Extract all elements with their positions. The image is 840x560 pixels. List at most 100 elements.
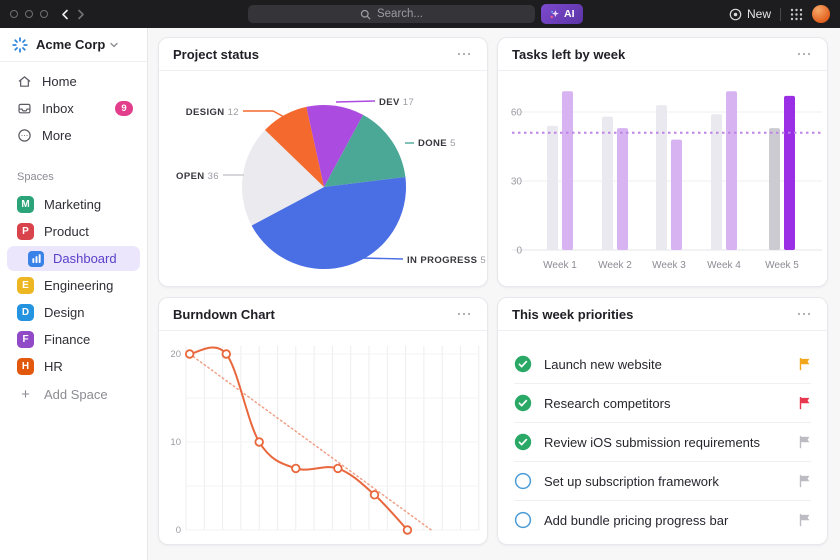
- sidebar-space-label: Engineering: [44, 278, 114, 293]
- x-tick-label: Week 3: [652, 260, 686, 271]
- x-tick-label: Week 4: [707, 260, 741, 271]
- priority-flag-icon[interactable]: [798, 435, 811, 449]
- priority-item-review-ios-submission-requirements[interactable]: Review iOS submission requirements: [514, 423, 811, 462]
- data-point-marker[interactable]: [402, 525, 413, 535]
- priority-flag-icon[interactable]: [798, 357, 811, 371]
- card-menu-button[interactable]: [795, 310, 814, 319]
- data-point-marker[interactable]: [184, 349, 195, 359]
- inbox-badge: 9: [115, 101, 133, 116]
- sidebar-item-home[interactable]: Home: [0, 68, 147, 95]
- bar-week-4-previous-week[interactable]: [711, 114, 722, 250]
- workspace-switcher[interactable]: Acme Corp: [0, 28, 147, 62]
- unchecked-circle-icon[interactable]: [514, 472, 532, 490]
- sidebar-space-product[interactable]: P Product: [0, 218, 147, 245]
- card-title: Project status: [173, 46, 259, 62]
- bar-week-4-current-week[interactable]: [726, 91, 737, 250]
- priority-list: Launch new website Research competitors Re…: [498, 331, 827, 539]
- topbar-divider: [780, 7, 781, 21]
- checked-circle-icon[interactable]: [514, 394, 532, 412]
- sidebar-item-inbox[interactable]: Inbox 9: [0, 95, 147, 122]
- pie-slice-dev[interactable]: [306, 104, 364, 187]
- sidebar-space-engineering[interactable]: E Engineering: [0, 272, 147, 299]
- checked-circle-icon[interactable]: [514, 433, 532, 451]
- priority-flag-icon[interactable]: [798, 474, 811, 488]
- search-input[interactable]: Search...: [248, 5, 535, 23]
- sidebar-item-more[interactable]: More: [0, 122, 147, 149]
- inbox-icon: [18, 103, 31, 114]
- data-point-marker[interactable]: [369, 490, 380, 500]
- sidebar-space-design[interactable]: D Design: [0, 299, 147, 326]
- unchecked-circle-icon[interactable]: [514, 511, 532, 529]
- add-space-button[interactable]: + Add Space: [0, 381, 147, 408]
- space-avatar-hr: H: [17, 358, 34, 375]
- y-tick-label: 60: [511, 108, 523, 119]
- data-point-marker[interactable]: [333, 463, 343, 474]
- priority-item-label: Launch new website: [544, 356, 662, 372]
- card-menu-button[interactable]: [455, 310, 474, 319]
- priority-item-label: Add bundle pricing progress bar: [544, 512, 729, 528]
- window-minimize-button[interactable]: [25, 10, 33, 18]
- history-forward-button[interactable]: [73, 6, 89, 22]
- pie-label-leader: [243, 110, 287, 119]
- bar-week-3-current-week[interactable]: [671, 139, 682, 250]
- pie-label-leader: [360, 257, 404, 260]
- priority-item-launch-new-website[interactable]: Launch new website: [514, 345, 811, 384]
- y-tick-label: 30: [511, 177, 523, 188]
- data-point-marker[interactable]: [254, 437, 264, 447]
- y-tick-label: 10: [170, 437, 181, 448]
- spaces-list: M Marketing P Product Dashboard E Engineering D…: [0, 191, 147, 380]
- window-zoom-button[interactable]: [40, 10, 48, 18]
- new-button[interactable]: New: [729, 7, 771, 21]
- bar-week-1-current-week[interactable]: [562, 91, 573, 250]
- more-icon: [18, 129, 31, 142]
- card-menu-button[interactable]: [795, 50, 814, 59]
- history-back-button[interactable]: [57, 6, 73, 22]
- bar-week-2-current-week[interactable]: [617, 128, 628, 250]
- sidebar-space-marketing[interactable]: M Marketing: [0, 191, 147, 218]
- pie-slice-in-progress[interactable]: [251, 177, 407, 270]
- bar-week-5-current-week[interactable]: [784, 95, 795, 251]
- space-avatar-engineering: E: [17, 277, 34, 294]
- sidebar-space-finance[interactable]: F Finance: [0, 326, 147, 353]
- pie-slice-open[interactable]: [241, 130, 324, 226]
- priority-flag-icon[interactable]: [798, 396, 811, 410]
- card-header: This week priorities: [498, 298, 827, 331]
- user-avatar[interactable]: [812, 5, 830, 23]
- priority-item-add-bundle-pricing-progress-bar[interactable]: Add bundle pricing progress bar: [514, 501, 811, 539]
- data-point-marker[interactable]: [291, 463, 301, 474]
- bar-week-1-previous-week[interactable]: [547, 125, 558, 250]
- add-space-label: Add Space: [44, 387, 108, 402]
- priority-item-research-competitors[interactable]: Research competitors: [514, 384, 811, 423]
- pie-label-design: DESIGN 12: [186, 107, 239, 118]
- y-tick-label: 0: [176, 525, 181, 536]
- bar-week-2-previous-week[interactable]: [602, 116, 613, 250]
- search-icon: [360, 9, 371, 19]
- spaces-section-label: Spaces: [17, 171, 54, 183]
- bar-week-5-previous-week[interactable]: [769, 128, 780, 250]
- sidebar-item-label: Home: [42, 74, 77, 89]
- sidebar-space-label: Design: [44, 305, 85, 320]
- priority-flag-icon[interactable]: [798, 513, 811, 527]
- bar-week-3-previous-week[interactable]: [656, 105, 667, 250]
- apps-grid-button[interactable]: [790, 8, 803, 21]
- window-close-button[interactable]: [10, 10, 18, 18]
- workspace-logo-icon: [12, 36, 28, 53]
- pie-slice-done[interactable]: [324, 114, 406, 187]
- card-menu-button[interactable]: [455, 50, 474, 59]
- sidebar-space-hr[interactable]: H HR: [0, 353, 147, 380]
- x-tick-label: Week 5: [765, 260, 799, 271]
- pie-label-in-progress: IN PROGRESS 5: [407, 255, 486, 266]
- sidebar: Acme Corp Home Inbox 9 More Spaces M Marketi…: [0, 28, 148, 560]
- checked-circle-icon[interactable]: [514, 355, 532, 373]
- data-point-marker[interactable]: [221, 349, 231, 359]
- bar-chart-icon: [28, 250, 44, 267]
- sidebar-view-label: Dashboard: [53, 251, 117, 266]
- chevron-down-icon: [110, 42, 119, 47]
- pie-slice-design[interactable]: [265, 106, 324, 187]
- ai-button[interactable]: AI: [541, 4, 583, 24]
- priority-item-set-up-subscription-framework[interactable]: Set up subscription framework: [514, 462, 811, 501]
- sidebar-view-dashboard-selected[interactable]: Dashboard: [7, 246, 140, 271]
- card-header: Tasks left by week: [498, 38, 827, 71]
- plus-icon: +: [21, 386, 30, 403]
- priority-item-label: Research competitors: [544, 395, 671, 411]
